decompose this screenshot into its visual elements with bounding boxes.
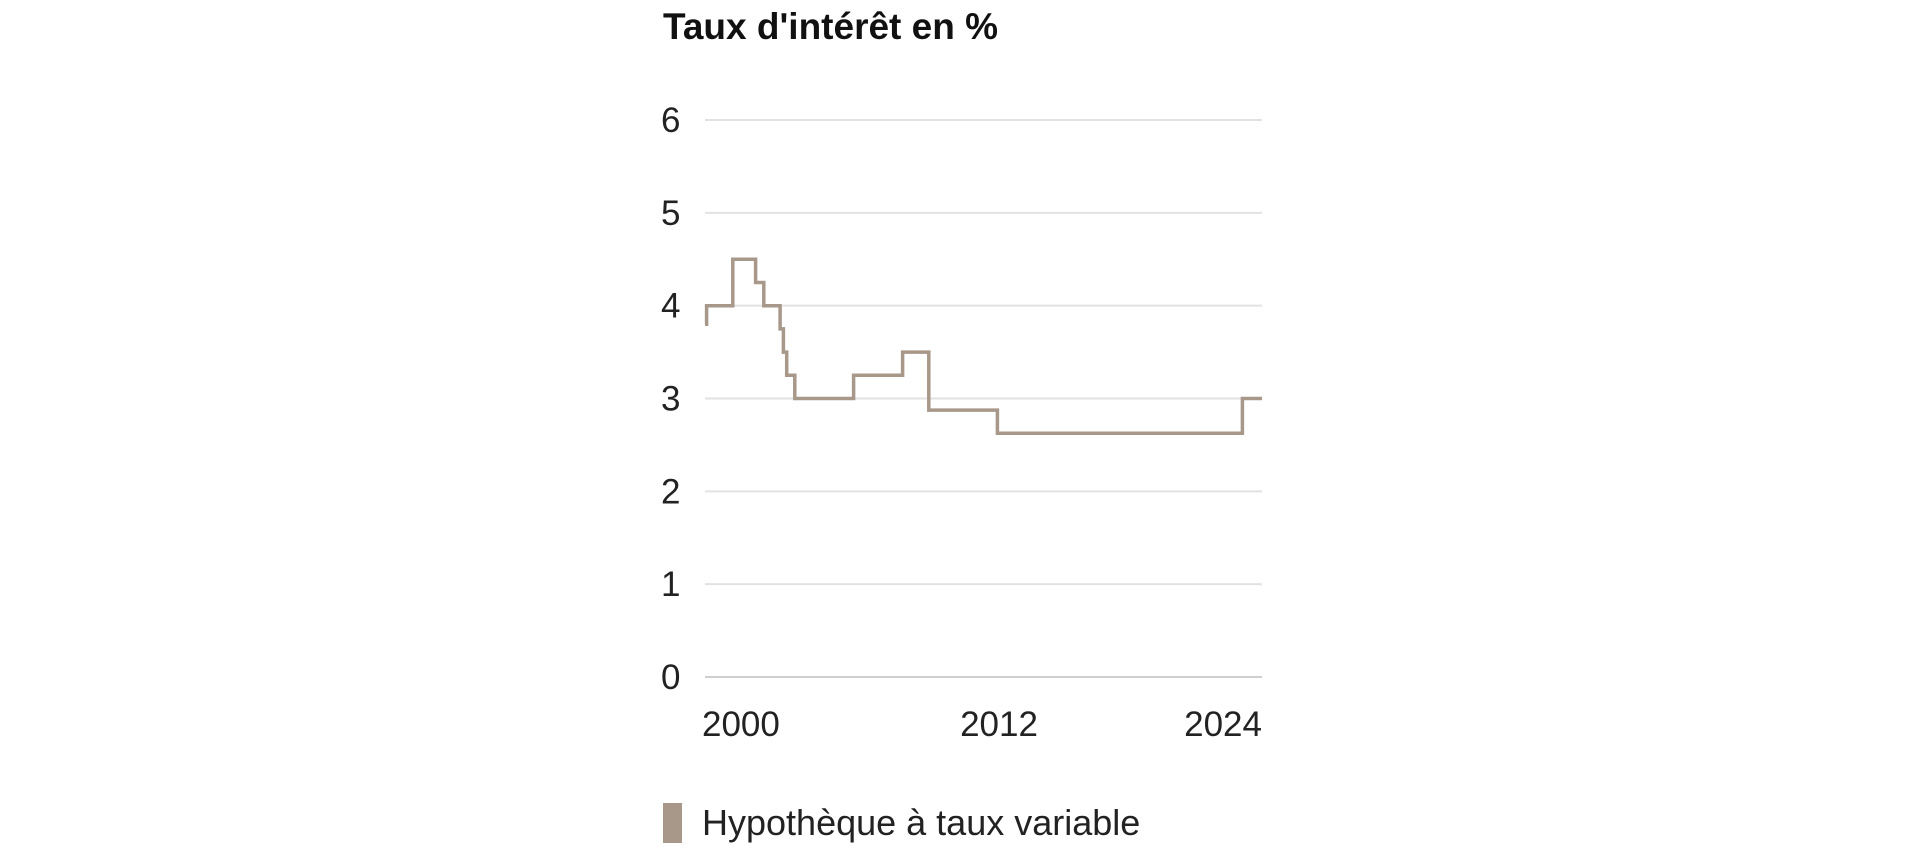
- chart-title: Taux d'intérêt en %: [663, 6, 999, 47]
- x-axis-ticks: 2000 2012 2024: [702, 705, 1262, 744]
- legend-swatch: [663, 803, 682, 843]
- y-tick-label: 1: [661, 565, 680, 604]
- x-tick-label: 2000: [702, 705, 780, 744]
- legend-label: Hypothèque à taux variable: [702, 802, 1141, 843]
- series-line-0: [704, 257, 1262, 436]
- y-tick-label: 5: [661, 194, 680, 233]
- x-tick-label: 2012: [960, 705, 1038, 744]
- y-tick-label: 4: [661, 287, 680, 326]
- y-tick-label: 6: [661, 101, 680, 140]
- legend: Hypothèque à taux variable: [663, 802, 1140, 844]
- y-axis-ticks: 0 1 2 3 4 5 6: [661, 101, 680, 697]
- y-tick-label: 2: [661, 472, 680, 511]
- y-tick-label: 3: [661, 380, 680, 419]
- x-tick-label: 2024: [1184, 705, 1262, 744]
- y-tick-label: 0: [661, 658, 680, 697]
- grid-lines: [705, 119, 1262, 678]
- series-layer: [704, 257, 1262, 436]
